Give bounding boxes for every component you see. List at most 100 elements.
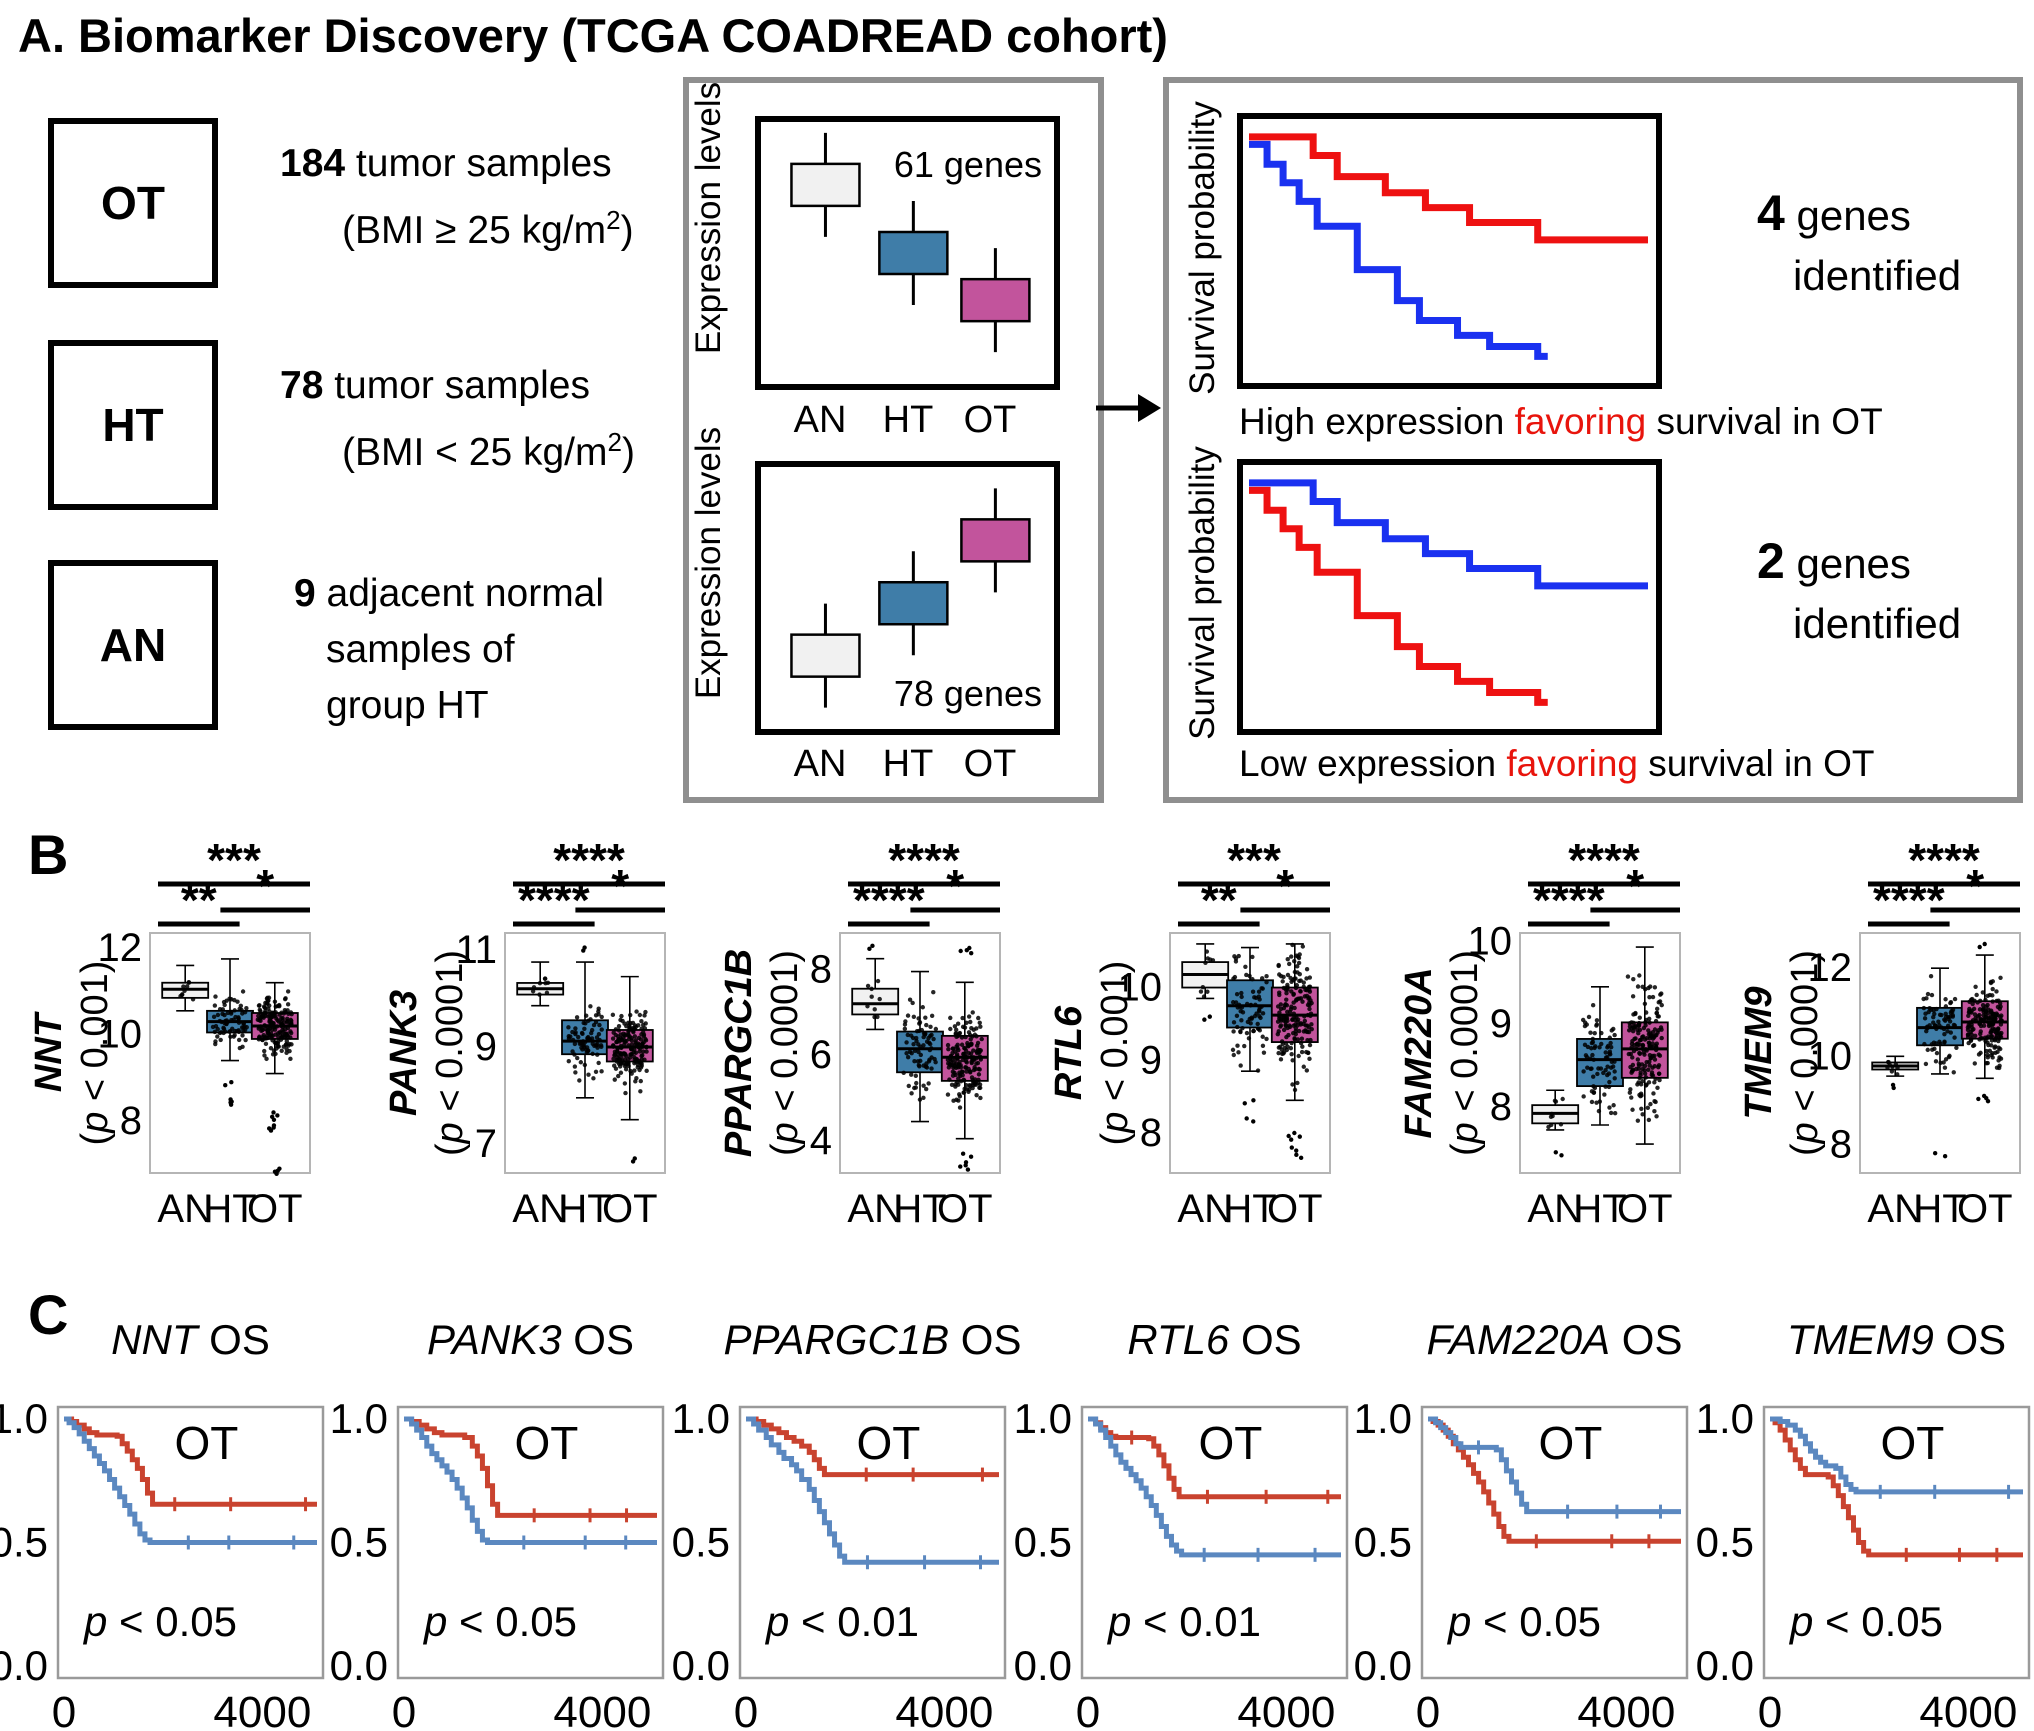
box-RTL6-AN	[1181, 943, 1230, 1022]
group-ot-line1: tumor samples	[345, 142, 612, 185]
cat-label: HT	[893, 1187, 946, 1231]
km-gene-name: RTL6	[1127, 1316, 1230, 1363]
box-PPARGC1B-HT	[896, 970, 944, 1123]
y-tick: 12	[1808, 946, 1853, 990]
p-char: p	[1108, 1598, 1132, 1645]
p-value-label: < 0.001)	[74, 960, 116, 1112]
group-ht-desc: 78 tumor samples (BMI < 25 kg/m2)	[280, 358, 800, 481]
box-RTL6-HT	[1226, 946, 1274, 1124]
y-tick: 9	[1140, 1038, 1162, 1082]
y-tick: 1.0	[1696, 1395, 1754, 1442]
x-tick: 4000	[1237, 1688, 1335, 1731]
group-ht-line2-close: )	[621, 431, 635, 474]
box-NNT-OT	[250, 981, 299, 1177]
km-curve-blue	[64, 1416, 317, 1545]
mini-box-HT	[878, 201, 949, 305]
y-tick: 0.0	[1354, 1642, 1412, 1689]
jitter-points-HT	[1230, 953, 1269, 1124]
x-tick: 4000	[1919, 1688, 2017, 1731]
jitter-points-AN	[1885, 1059, 1900, 1091]
y-tick: 10	[1468, 919, 1513, 963]
sig-stars: ****	[1533, 874, 1605, 926]
p-rest: < 0.01	[789, 1598, 919, 1645]
jitter-points-AN	[530, 976, 551, 997]
group-ht-count: 78	[280, 364, 324, 407]
sig-stars: ****	[518, 874, 590, 926]
km-plot-NNT: 1.0 0.5 0.00 4000	[0, 1395, 325, 1731]
y-tick: 0.5	[330, 1519, 388, 1566]
group-ht-sup: 2	[607, 427, 622, 457]
sig-stars: ***	[1227, 834, 1281, 886]
sig-stars: *	[946, 860, 964, 912]
jitter-points-AN	[1198, 949, 1216, 1022]
km-inner-label: OT	[1538, 1417, 1603, 1469]
caption-high-favoring: favoring	[1514, 401, 1647, 442]
group-an-code: AN	[99, 619, 167, 671]
sig-stars: ****	[1568, 834, 1640, 886]
cat-label: OT	[1617, 1187, 1673, 1231]
mini-box-AN	[790, 132, 861, 237]
x-tick: 0	[1416, 1688, 1440, 1731]
jitter-points-HT	[901, 990, 939, 1102]
cat-label: HT	[203, 1187, 256, 1231]
gene-name: NNT	[28, 1013, 70, 1093]
y-tick: 0.5	[1014, 1519, 1072, 1566]
cat-label: AN	[512, 1187, 568, 1231]
group-ot-code: OT	[101, 177, 165, 229]
cat-label: AN	[1867, 1187, 1923, 1231]
censor-marks-blue	[1198, 1547, 1322, 1562]
caption-high: High expression favoring survival in OT	[1239, 401, 1883, 443]
result-2-rest: genes	[1784, 540, 1911, 587]
group-ot-line2-close: )	[620, 209, 634, 252]
cat-label: HT	[1573, 1187, 1626, 1231]
result-4-rest: genes	[1784, 192, 1911, 239]
y-tick: 4	[810, 1119, 832, 1163]
x-tick: 0	[1758, 1688, 1782, 1731]
p-char: p	[766, 1598, 790, 1645]
km-schematic-up-svg	[1249, 133, 1648, 360]
box-PANK3-HT	[561, 945, 609, 1099]
y-tick: 9	[1490, 1002, 1512, 1046]
box-PANK3-OT	[605, 975, 654, 1164]
y-tick: 0.5	[1354, 1519, 1412, 1566]
p-value-label: < 0.0001)	[1444, 950, 1486, 1123]
xlab-ht: HT	[882, 399, 934, 441]
sig-stars: *	[1276, 860, 1294, 912]
cat-label: HT	[1913, 1187, 1966, 1231]
jitter-points-OT	[1965, 941, 2004, 1104]
y-tick: 1.0	[330, 1395, 388, 1442]
xlab-ht-2: HT	[882, 743, 934, 785]
km-inner-label: OT	[1880, 1417, 1945, 1469]
censor-marks-blue	[517, 1535, 632, 1550]
group-ht-box: HT	[48, 340, 218, 510]
km-title-PANK3: PANK3 OS	[361, 1316, 701, 1364]
jitter-points-OT	[945, 945, 984, 1172]
gene-name: PPARGC1B	[718, 948, 760, 1158]
group-an-desc: 9 adjacent normal samples of group HT	[280, 566, 800, 734]
y-tick: 10	[98, 1013, 143, 1057]
mini-annot-78: 78 genes	[893, 673, 1042, 714]
km-plot-PPARGC1B: 1.0 0.5 0.00 4000	[672, 1395, 1007, 1731]
schematic-curve-lower	[1249, 140, 1548, 360]
jitter-points-HT	[1921, 974, 1959, 1159]
km-title-suffix: OS	[949, 1316, 1022, 1363]
km-schematic-up	[1237, 113, 1662, 389]
cat-label: OT	[937, 1187, 993, 1231]
group-an-count: 9	[294, 572, 316, 615]
x-tick: 0	[1076, 1688, 1100, 1731]
km-plot-FAM220A: 1.0 0.5 0.00 4000	[1354, 1395, 1689, 1731]
result-4-genes: 4 genes identified	[1757, 183, 1961, 306]
caption-low: Low expression favoring survival in OT	[1239, 743, 1874, 785]
y-tick: 0.0	[672, 1642, 730, 1689]
y-tick: 0.5	[672, 1519, 730, 1566]
censor-marks-blue	[182, 1535, 300, 1550]
sig-stars: ***	[207, 834, 261, 886]
x-tick: 4000	[1577, 1688, 1675, 1731]
km-p-value: p < 0.05	[424, 1598, 577, 1646]
caption-high-post: survival in OT	[1646, 401, 1883, 442]
group-ot-sup: 2	[606, 205, 621, 235]
mini-boxplot-down: 78 genes	[755, 461, 1060, 735]
